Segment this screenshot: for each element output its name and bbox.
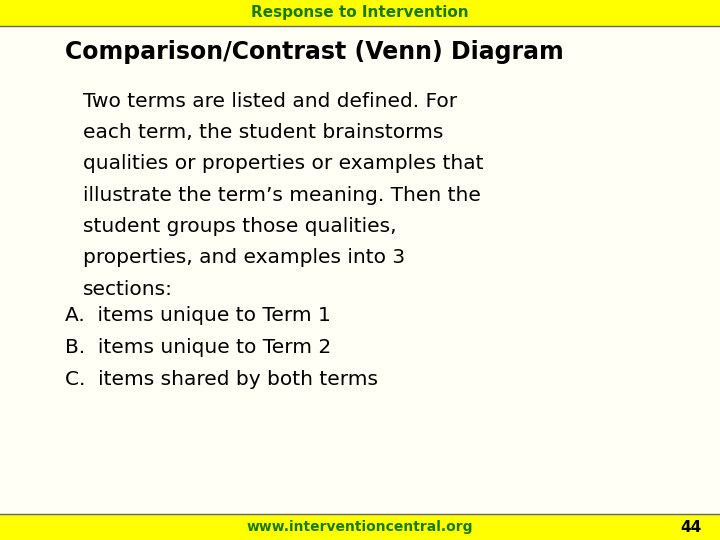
Text: Two terms are listed and defined. For: Two terms are listed and defined. For bbox=[83, 92, 457, 111]
Text: student groups those qualities,: student groups those qualities, bbox=[83, 217, 397, 236]
FancyBboxPatch shape bbox=[0, 0, 720, 26]
Text: sections:: sections: bbox=[83, 280, 173, 299]
Text: properties, and examples into 3: properties, and examples into 3 bbox=[83, 248, 405, 267]
Text: Comparison/Contrast (Venn) Diagram: Comparison/Contrast (Venn) Diagram bbox=[65, 40, 564, 64]
Text: C.  items shared by both terms: C. items shared by both terms bbox=[65, 370, 378, 389]
Text: B.  items unique to Term 2: B. items unique to Term 2 bbox=[65, 338, 331, 357]
Text: illustrate the term’s meaning. Then the: illustrate the term’s meaning. Then the bbox=[83, 186, 481, 205]
Text: each term, the student brainstorms: each term, the student brainstorms bbox=[83, 123, 444, 142]
FancyBboxPatch shape bbox=[0, 514, 720, 540]
Text: www.interventioncentral.org: www.interventioncentral.org bbox=[247, 520, 473, 534]
Text: Response to Intervention: Response to Intervention bbox=[251, 5, 469, 21]
Text: qualities or properties or examples that: qualities or properties or examples that bbox=[83, 154, 483, 173]
Text: 44: 44 bbox=[680, 519, 702, 535]
Text: A.  items unique to Term 1: A. items unique to Term 1 bbox=[65, 306, 330, 325]
